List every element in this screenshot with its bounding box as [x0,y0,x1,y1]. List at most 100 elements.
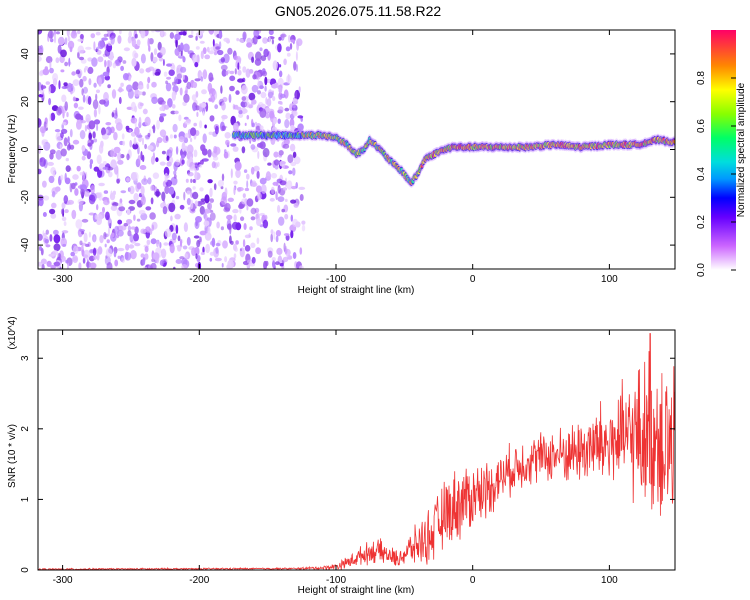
noise-speck [285,248,291,257]
noise-speck [87,138,93,147]
noise-speck [47,161,54,166]
noise-speck [278,150,284,156]
noise-speck [277,196,285,203]
noise-speck [76,165,81,172]
noise-speck [250,216,256,221]
noise-speck [64,172,67,183]
noise-speck [258,85,264,90]
noise-speck [142,266,148,269]
noise-speck [135,183,140,193]
noise-speck [166,63,173,67]
noise-speck [241,96,247,101]
noise-speck [201,148,208,156]
colorbar-label: Normalized spectral amplitude [736,82,747,217]
noise-speck [278,216,285,226]
noise-speck [117,247,125,252]
noise-speck [89,249,95,254]
noise-speck [42,180,47,188]
noise-speck [180,42,184,51]
noise-speck [233,180,238,185]
noise-speck [277,204,281,213]
noise-speck [39,157,46,167]
noise-speck [71,257,78,261]
noise-speck [248,92,256,101]
noise-speck [136,218,141,222]
noise-speck [49,152,54,160]
noise-speck [235,169,241,179]
noise-speck [144,253,149,260]
noise-speck [251,37,255,44]
noise-speck [164,104,170,110]
noise-speck [91,57,98,67]
noise-speck [112,62,117,69]
spectrogram-x-axis: -300 -200 -100 0 100 [53,30,618,285]
noise-speck [117,151,122,162]
noise-speck [42,68,50,76]
noise-speck [124,251,132,261]
noise-speck [182,31,187,36]
noise-speck [114,225,120,235]
noise-speck [153,48,158,56]
noise-speck [208,30,215,35]
noise-speck [283,242,286,252]
noise-speck [175,50,180,57]
noise-speck [40,248,44,256]
noise-speck [119,30,122,35]
noise-speck [53,229,59,236]
noise-speck [53,261,61,267]
noise-speck [242,239,246,248]
noise-speck [292,151,297,159]
noise-speck [272,260,276,269]
noise-speck [72,139,80,145]
noise-speck [63,137,68,147]
noise-speck [296,38,303,47]
noise-speck [204,124,207,129]
noise-speck [40,258,47,265]
noise-speck [83,232,88,243]
noise-speck [130,172,137,181]
noise-speck [233,253,237,259]
noise-speck [292,110,298,117]
noise-speck [248,233,251,238]
noise-speck [221,125,226,131]
noise-speck [271,38,274,45]
noise-speck [93,138,98,143]
noise-speck [196,111,199,118]
noise-speck [48,175,55,184]
noise-speck [63,195,69,204]
spectrogram-noise [38,30,306,269]
noise-speck [218,41,222,49]
noise-speck [128,75,132,82]
noise-speck [108,226,110,237]
noise-speck [106,166,114,171]
noise-speck [224,149,227,154]
noise-speck [276,247,283,255]
noise-speck [204,194,210,204]
noise-speck [199,201,206,205]
noise-speck [128,244,135,249]
noise-speck [166,161,172,167]
noise-speck [105,247,113,258]
noise-speck [251,256,256,264]
noise-speck [270,172,278,179]
noise-speck [173,174,177,179]
noise-speck [82,257,86,264]
noise-speck [173,134,177,139]
noise-speck [49,61,52,69]
snr-y-tick-label: 2 [20,426,31,432]
noise-speck [122,60,127,64]
noise-speck [207,179,213,184]
noise-speck [199,230,207,236]
noise-speck [175,224,179,234]
noise-speck [44,239,49,244]
noise-speck [292,167,296,176]
noise-speck [214,257,222,262]
noise-speck [235,90,240,95]
noise-speck [192,81,198,89]
noise-speck [241,198,248,205]
noise-speck [212,39,215,47]
noise-speck [215,242,221,247]
noise-speck [93,119,101,125]
noise-speck [133,137,137,145]
noise-speck [101,134,109,140]
